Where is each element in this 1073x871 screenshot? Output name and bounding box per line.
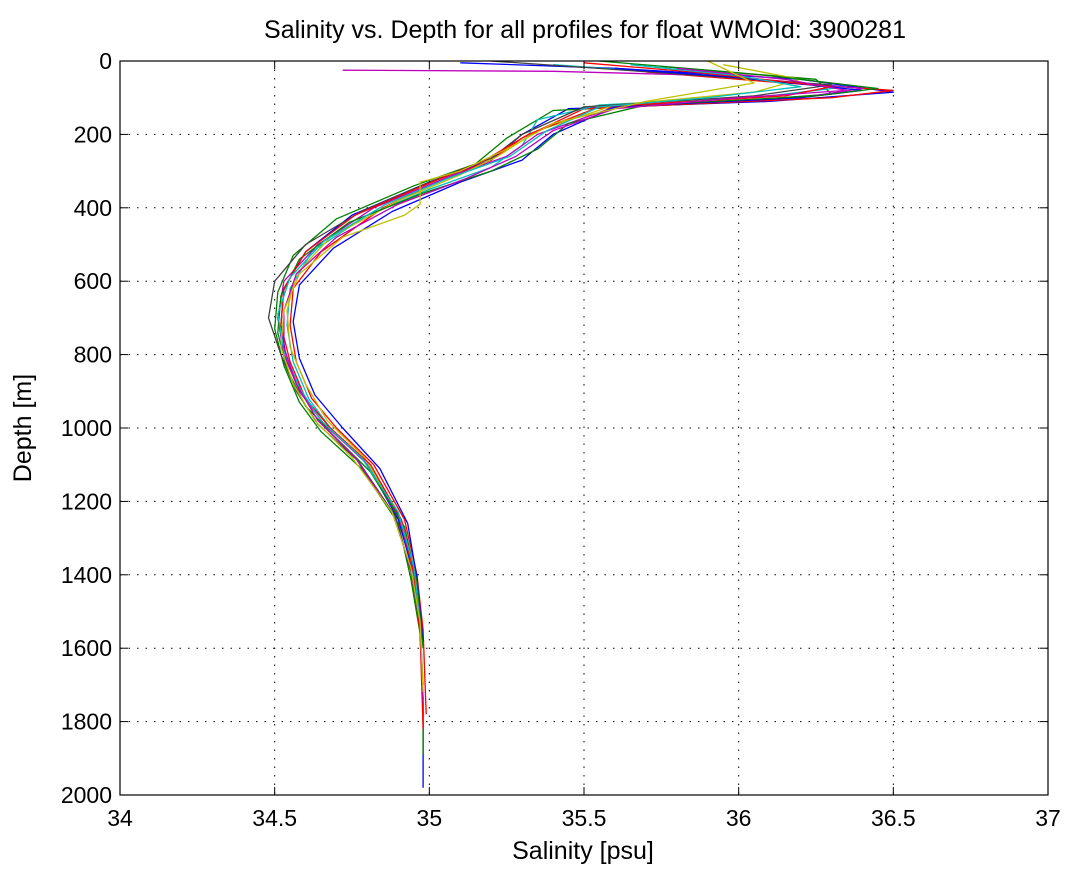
y-tick-label: 1000 — [61, 415, 112, 441]
profile-line-11 — [277, 64, 802, 685]
y-tick-label: 0 — [99, 48, 112, 74]
y-tick-label: 1800 — [61, 709, 112, 735]
x-tick-label: 36 — [726, 805, 752, 831]
x-tick-label: 35 — [417, 805, 443, 831]
y-axis-label: Depth [m] — [9, 374, 37, 482]
y-tick-label: 2000 — [61, 782, 112, 808]
profile-line-1 — [280, 62, 894, 788]
data-layer — [267, 60, 894, 788]
y-tick-label: 800 — [74, 342, 112, 368]
y-tick-label: 200 — [74, 121, 112, 147]
profile-line-7 — [267, 60, 833, 700]
profile-line-3 — [289, 71, 894, 715]
x-tick-label: 35.5 — [562, 805, 607, 831]
tick-layer: 34 34.5 35 35.5 36 36.5 37 0 200 400 600 800 1000 120… — [61, 48, 1061, 831]
profile-line-6 — [286, 64, 802, 693]
y-tick-label: 600 — [74, 268, 112, 294]
profile-line-10 — [280, 62, 833, 729]
x-tick-label: 36.5 — [871, 805, 916, 831]
x-axis-label: Salinity [psu] — [512, 837, 654, 865]
y-tick-label: 1600 — [61, 635, 112, 661]
y-tick-label: 400 — [74, 195, 112, 221]
y-tick-label: 1400 — [61, 562, 112, 588]
grid-layer — [120, 61, 1048, 795]
x-tick-label: 34.5 — [252, 805, 297, 831]
x-tick-label: 34 — [107, 805, 133, 831]
profile-line-5 — [277, 69, 864, 700]
y-tick-label: 1200 — [61, 488, 112, 514]
profile-line-12 — [283, 67, 848, 704]
profile-line-4 — [286, 64, 848, 685]
profile-line-13 — [280, 60, 755, 693]
profile-line-9 — [277, 65, 879, 649]
profile-line-2 — [274, 60, 833, 755]
chart-title: Salinity vs. Depth for all profiles for … — [264, 16, 906, 44]
x-tick-label: 37 — [1035, 805, 1061, 831]
profile-line-8 — [292, 67, 864, 641]
